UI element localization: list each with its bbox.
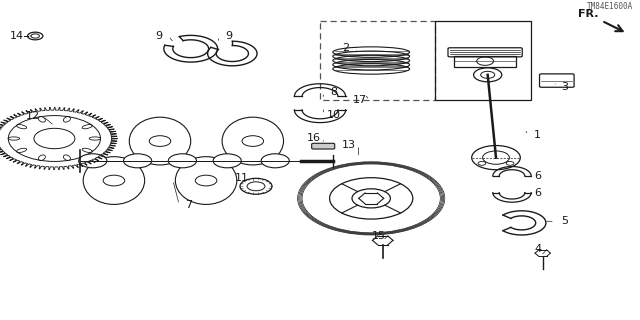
Circle shape <box>195 175 217 186</box>
Bar <box>435 21 531 100</box>
Text: 9: 9 <box>225 31 233 41</box>
Text: 14: 14 <box>10 31 24 41</box>
Text: 1: 1 <box>534 130 541 140</box>
Text: 11: 11 <box>235 173 249 183</box>
Circle shape <box>103 175 125 186</box>
Text: 3: 3 <box>561 82 568 92</box>
Circle shape <box>124 154 152 168</box>
Text: 4: 4 <box>534 244 541 254</box>
Text: TM84E1600A: TM84E1600A <box>588 2 634 11</box>
Circle shape <box>261 154 289 168</box>
Text: 15: 15 <box>372 231 386 241</box>
Text: 2: 2 <box>342 43 349 53</box>
Text: 6: 6 <box>534 171 541 181</box>
Text: 5: 5 <box>561 216 568 226</box>
Circle shape <box>213 154 241 168</box>
Text: 6: 6 <box>534 188 541 198</box>
Text: 13: 13 <box>342 140 356 150</box>
Text: 7: 7 <box>185 200 193 210</box>
Text: 12: 12 <box>26 111 40 121</box>
Text: 9: 9 <box>155 31 163 41</box>
Text: 10: 10 <box>327 110 341 120</box>
Text: FR.: FR. <box>578 9 598 19</box>
FancyBboxPatch shape <box>312 143 335 149</box>
Bar <box>320 21 435 100</box>
Circle shape <box>242 136 264 147</box>
Text: 17: 17 <box>353 95 367 105</box>
Circle shape <box>79 154 107 168</box>
Text: 8: 8 <box>330 87 338 97</box>
Circle shape <box>149 136 171 147</box>
Circle shape <box>168 154 196 168</box>
Text: 16: 16 <box>307 133 321 143</box>
